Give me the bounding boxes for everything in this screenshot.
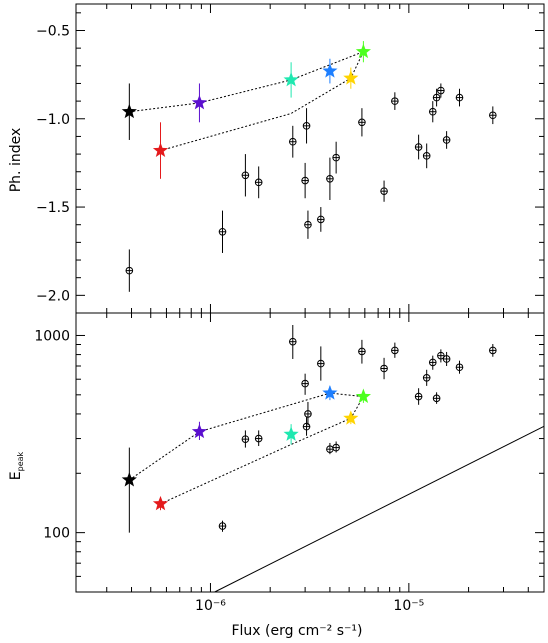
bottom-ylabel-sub: peak [16,451,25,471]
top-frame [75,3,545,314]
bottom-dotted-path [129,392,364,481]
x-axis-label: Flux (erg cm⁻² s⁻¹) [231,623,362,639]
bottom-ytick-label: 100 [43,526,70,542]
bottom-star-marker [191,423,208,439]
x-tick-label: 10⁻⁶ [195,598,226,614]
bottom-ytick-label: 1000 [34,328,70,344]
bottom-panel: 10⁻⁶ 10⁻⁵ 100 1000 [34,312,545,614]
top-star-marker [355,43,371,59]
top-ytick-label: −0.5 [36,23,70,39]
reference-line [214,425,545,593]
top-dotted-path [129,51,364,113]
bottom-star-marker [322,385,338,400]
bottom-star-marker [355,388,371,404]
top-dotted-path [160,51,364,152]
bottom-star-marker [283,426,299,441]
top-ytick-label: −1.5 [36,200,70,216]
bottom-star-marker [343,410,359,425]
top-star-marker [191,94,208,110]
bottom-frame [75,312,545,593]
top-star-marker [343,70,359,85]
top-ytick-label: −2.0 [36,288,70,304]
bottom-ylabel: Epeak [8,451,25,480]
top-star-marker [152,142,169,158]
top-ytick-label: −1.0 [36,112,70,128]
bottom-star-marker [121,471,137,487]
x-tick-label: 10⁻⁵ [393,598,424,614]
top-panel: −2.0 −1.5 −1.0 −0.5 [36,3,545,314]
top-star-marker [121,103,137,119]
top-star-marker [283,71,299,87]
top-star-marker [322,63,338,78]
bottom-dotted-path [160,396,364,505]
bottom-ylabel-main: E [8,471,24,480]
top-ylabel: Ph. index [8,128,24,193]
bottom-star-marker [152,495,169,511]
